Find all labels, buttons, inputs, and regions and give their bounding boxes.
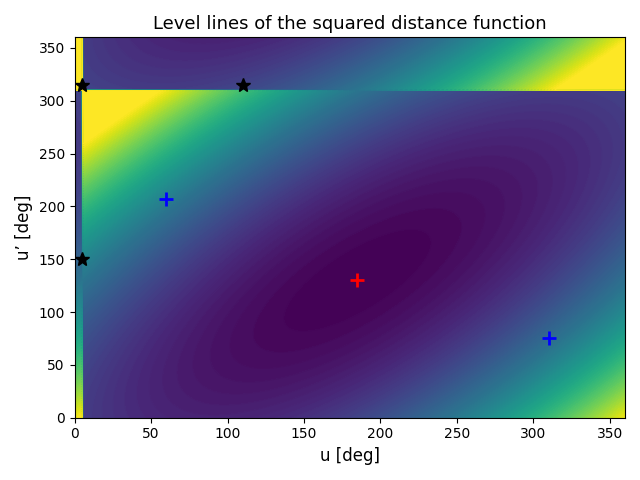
X-axis label: u [deg]: u [deg] xyxy=(320,447,380,465)
Y-axis label: u’ [deg]: u’ [deg] xyxy=(15,195,33,260)
Title: Level lines of the squared distance function: Level lines of the squared distance func… xyxy=(153,15,547,33)
